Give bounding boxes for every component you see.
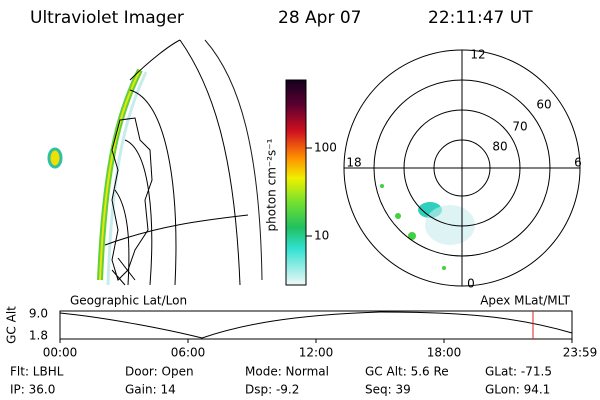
status-field: Dsp: -9.2	[245, 383, 299, 397]
x-tick-label: 18:00	[427, 346, 462, 360]
x-tick-label: 06:00	[171, 346, 206, 360]
status-field: GC Alt: 5.6 Re	[365, 365, 449, 379]
altitude-curve	[59, 311, 573, 339]
panel-label: Geographic Lat/Lon	[70, 294, 187, 308]
status-field: Gain: 14	[125, 383, 176, 397]
polar-plot	[343, 49, 581, 287]
date: 28 Apr 07	[278, 8, 361, 28]
status-field: IP: 36.0	[10, 383, 55, 397]
x-tick-label: 00:00	[43, 346, 78, 360]
altitude-plot-frame	[59, 310, 573, 340]
colorbar-tick-label: 100	[314, 141, 337, 155]
geographic-map	[47, 39, 263, 286]
status-field: Flt: LBHL	[10, 365, 64, 379]
mlat-label: 80	[492, 140, 507, 154]
colorbar-tick-label: 10	[314, 229, 329, 243]
mlat-label: 70	[512, 120, 527, 134]
y-tick-label: 1.8	[29, 329, 48, 343]
colorbar	[285, 79, 307, 286]
y-axis-label: GC Alt	[5, 306, 19, 344]
mlt-label: 18	[346, 156, 361, 170]
status-field: Seq: 39	[365, 383, 411, 397]
status-field: GLat: -71.5	[485, 365, 552, 379]
y-tick-label: 9.0	[29, 307, 48, 321]
title: Ultraviolet Imager	[30, 8, 184, 28]
status-field: GLon: 94.1	[485, 383, 550, 397]
mlt-label: 6	[574, 156, 582, 170]
panel-label: Apex MLat/MLT	[480, 294, 570, 308]
status-field: Mode: Normal	[245, 365, 329, 379]
mlt-label: 0	[467, 277, 475, 291]
mlat-label: 60	[536, 98, 551, 112]
mlt-label: 12	[470, 48, 485, 62]
colorbar-label: photon cm⁻²s⁻¹	[265, 138, 279, 231]
time: 22:11:47 UT	[428, 8, 533, 28]
status-field: Door: Open	[125, 365, 194, 379]
x-tick-label: 12:00	[299, 346, 334, 360]
x-tick-label: 23:59	[563, 346, 598, 360]
